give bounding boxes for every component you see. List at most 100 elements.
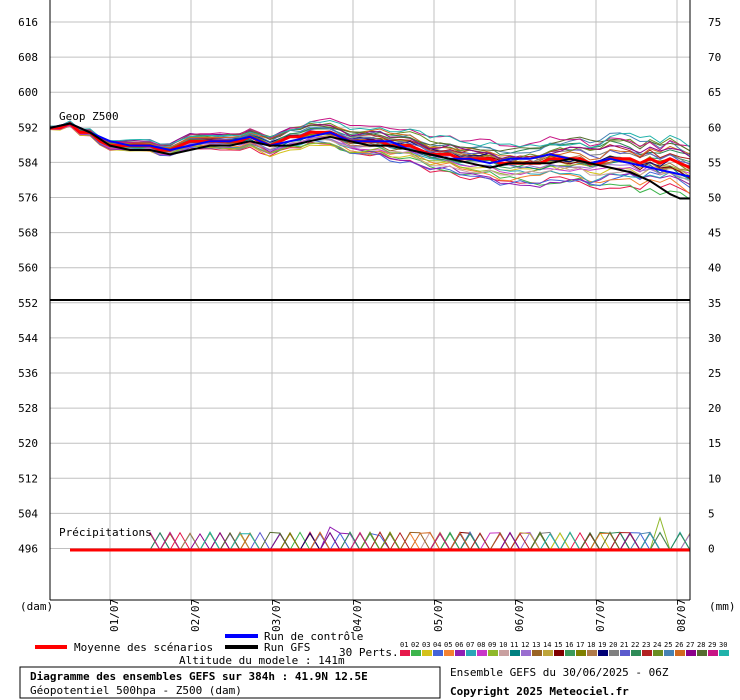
- lower-panel-label: Précipitations: [59, 526, 152, 539]
- pert-legend-swatch: [653, 650, 663, 656]
- pert-legend-swatch: [686, 650, 696, 656]
- pert-legend-label: 13: [532, 641, 540, 649]
- right-tick-label: 60: [708, 121, 721, 134]
- right-tick-label: 25: [708, 367, 721, 380]
- date-tick-label: 02/07: [189, 599, 202, 632]
- date-tick-label: 05/07: [432, 599, 445, 632]
- left-tick-label: 544: [18, 332, 38, 345]
- legend: Moyenne des scénarios Run de contrôle Ru…: [35, 630, 729, 659]
- perturbation-line: [49, 117, 691, 151]
- pert-legend-swatch: [455, 650, 465, 656]
- left-tick-label: 520: [18, 437, 38, 450]
- date-tick-label: 06/07: [513, 599, 526, 632]
- right-tick-label: 35: [708, 297, 721, 310]
- left-tick-label: 536: [18, 367, 38, 380]
- pert-legend: 01 02 03 04 05 06 07 08 09 10 11 12 13 14 15 16 17 18 19 20…: [400, 641, 729, 656]
- pert-legend-swatch: [598, 650, 608, 656]
- date-tick-label: 07/07: [594, 599, 607, 632]
- legend-perts-label: 30 Perts.: [339, 646, 399, 659]
- pert-legend-label: 27: [686, 641, 694, 649]
- pert-legend-swatch: [400, 650, 410, 656]
- pert-legend-label: 28: [697, 641, 705, 649]
- right-tick-label: 10: [708, 472, 721, 485]
- pert-legend-swatch: [576, 650, 586, 656]
- left-tick-label: 504: [18, 507, 38, 520]
- pert-legend-swatch: [488, 650, 498, 656]
- legend-gfs-label: Run GFS: [264, 641, 310, 654]
- pert-legend-label: 09: [488, 641, 496, 649]
- pert-legend-swatch: [697, 650, 707, 656]
- pert-legend-swatch: [499, 650, 509, 656]
- pert-legend-swatch: [532, 650, 542, 656]
- pert-legend-label: 04: [433, 641, 441, 649]
- chart-title: Diagramme des ensembles GEFS sur 384h : …: [30, 670, 368, 683]
- left-tick-label: 560: [18, 262, 38, 275]
- title-box: [19, 666, 441, 699]
- right-unit-label: (mm): [709, 600, 736, 613]
- plot-frame: [49, 0, 691, 601]
- left-unit-label: (dam): [20, 600, 53, 613]
- perturbation-line: [50, 121, 691, 161]
- perturbation-line: [50, 119, 691, 149]
- pert-legend-label: 05: [444, 641, 452, 649]
- left-tick-label: 576: [18, 192, 38, 205]
- legend-control-label: Run de contrôle: [264, 630, 363, 643]
- date-tick-label: 08/07: [675, 599, 688, 632]
- pert-legend-swatch: [543, 650, 553, 656]
- pert-legend-label: 23: [642, 641, 650, 649]
- right-tick-label: 0: [708, 543, 715, 556]
- pert-legend-label: 16: [565, 641, 573, 649]
- pert-legend-swatch: [609, 650, 619, 656]
- copyright: Copyright 2025 Meteociel.fr: [450, 685, 629, 698]
- pert-legend-label: 26: [675, 641, 683, 649]
- right-tick-label: 15: [708, 437, 721, 450]
- altitude-label: Altitude du modele : 141m: [179, 654, 345, 667]
- pert-legend-label: 02: [411, 641, 419, 649]
- pert-legend-label: 06: [455, 641, 463, 649]
- perturbation-line: [49, 123, 691, 180]
- pert-legend-label: 18: [587, 641, 595, 649]
- run-info: Ensemble GEFS du 30/06/2025 - 06Z: [450, 666, 669, 679]
- right-tick-label: 75: [708, 16, 721, 29]
- left-tick-label: 616: [18, 16, 38, 29]
- left-tick-label: 592: [18, 121, 38, 134]
- pert-legend-swatch: [554, 650, 564, 656]
- pert-legend-label: 30: [719, 641, 727, 649]
- pert-legend-swatch: [708, 650, 718, 656]
- pert-legend-label: 20: [609, 641, 617, 649]
- pert-legend-swatch: [433, 650, 443, 656]
- left-tick-label: 608: [18, 51, 38, 64]
- pert-legend-swatch: [510, 650, 520, 656]
- left-tick-label: 568: [18, 227, 38, 240]
- pert-legend-label: 10: [499, 641, 507, 649]
- perturbation-line: [49, 122, 691, 165]
- right-tick-label: 55: [708, 156, 721, 169]
- gfs-line: [49, 122, 690, 200]
- pert-legend-label: 12: [521, 641, 529, 649]
- pert-legend-label: 21: [620, 641, 628, 649]
- pert-legend-swatch: [620, 650, 630, 656]
- pert-legend-label: 08: [477, 641, 485, 649]
- pert-legend-swatch: [466, 650, 476, 656]
- upper-panel-label: Geop Z500: [59, 110, 119, 123]
- perturbation-line: [49, 124, 691, 189]
- pert-legend-swatch: [719, 650, 729, 656]
- pert-legend-label: 11: [510, 641, 518, 649]
- pert-legend-label: 22: [631, 641, 639, 649]
- pert-legend-label: 14: [543, 641, 551, 649]
- chart-subtitle: Géopotentiel 500hpa - Z500 (dam): [30, 684, 242, 697]
- pert-legend-swatch: [587, 650, 597, 656]
- pert-legend-label: 17: [576, 641, 584, 649]
- pert-legend-swatch: [631, 650, 641, 656]
- pert-legend-swatch: [565, 650, 575, 656]
- pert-legend-swatch: [642, 650, 652, 656]
- left-tick-label: 512: [18, 472, 38, 485]
- left-tick-label: 552: [18, 297, 38, 310]
- left-tick-label: 600: [18, 86, 38, 99]
- date-tick-label: 03/07: [270, 599, 283, 632]
- pert-legend-label: 25: [664, 641, 672, 649]
- left-tick-label: 584: [18, 156, 38, 169]
- right-tick-label: 5: [708, 507, 715, 520]
